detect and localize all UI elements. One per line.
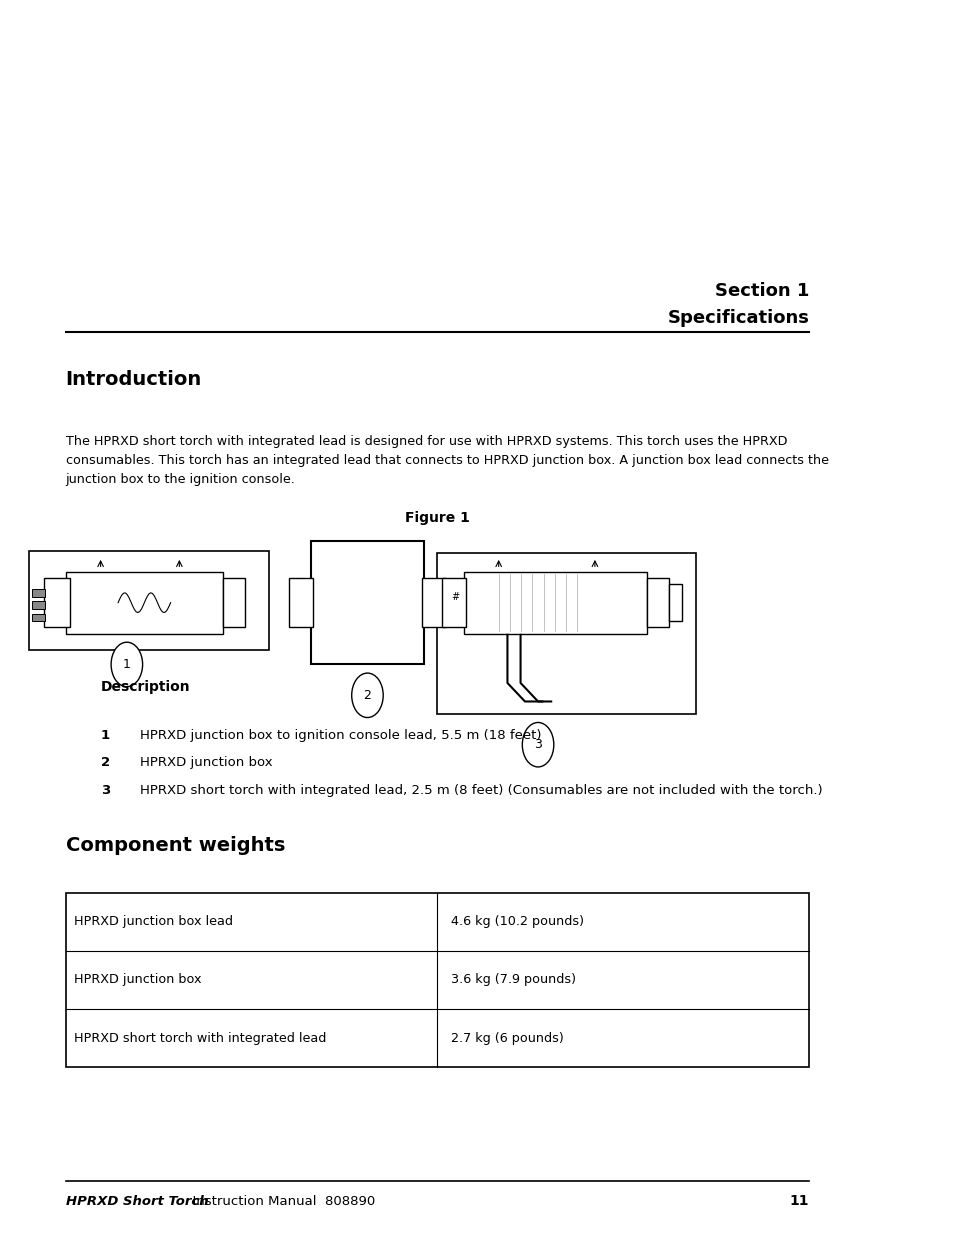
Text: Description: Description (100, 680, 190, 694)
Text: 2.7 kg (6 pounds): 2.7 kg (6 pounds) (450, 1031, 562, 1045)
Text: 1: 1 (123, 658, 131, 671)
Text: Instruction Manual  808890: Instruction Manual 808890 (184, 1194, 375, 1208)
Bar (32, 601, 46, 609)
Circle shape (352, 673, 383, 718)
Text: #: # (451, 592, 458, 601)
Text: Figure 1: Figure 1 (405, 511, 470, 525)
Text: 2: 2 (100, 756, 110, 769)
Bar (311, 541, 424, 664)
Bar (32, 589, 46, 597)
Bar (669, 584, 681, 621)
Bar (463, 572, 647, 634)
Text: HPRXD short torch with integrated lead: HPRXD short torch with integrated lead (74, 1031, 326, 1045)
Bar (441, 578, 466, 627)
Bar (223, 578, 245, 627)
Bar (32, 614, 46, 621)
Text: 2: 2 (363, 689, 371, 701)
Circle shape (111, 642, 142, 687)
Text: HPRXD junction box: HPRXD junction box (74, 973, 202, 987)
Bar (647, 578, 669, 627)
Text: 4.6 kg (10.2 pounds): 4.6 kg (10.2 pounds) (450, 915, 583, 929)
Text: 3.6 kg (7.9 pounds): 3.6 kg (7.9 pounds) (450, 973, 575, 987)
Text: 11: 11 (789, 1194, 808, 1208)
Bar (421, 578, 446, 627)
Text: Component weights: Component weights (66, 836, 285, 855)
Text: HPRXD junction box lead: HPRXD junction box lead (74, 915, 233, 929)
Text: HPRXD short torch with integrated lead, 2.5 m (8 feet) (Consumables are not incl: HPRXD short torch with integrated lead, … (140, 784, 821, 798)
Text: 1: 1 (100, 729, 110, 742)
Text: HPRXD junction box to ignition console lead, 5.5 m (18 feet): HPRXD junction box to ignition console l… (140, 729, 541, 742)
Bar (44, 578, 70, 627)
Text: HPRXD junction box: HPRXD junction box (140, 756, 273, 769)
Bar (29, 551, 269, 650)
Text: 3: 3 (100, 784, 110, 798)
Text: The HPRXD short torch with integrated lead is designed for use with HPRXD system: The HPRXD short torch with integrated le… (66, 435, 828, 485)
Text: Introduction: Introduction (66, 370, 202, 389)
Text: HPRXD Short Torch: HPRXD Short Torch (66, 1194, 208, 1208)
Text: Section 1: Section 1 (714, 282, 808, 300)
Bar (289, 578, 313, 627)
Text: Specifications: Specifications (667, 309, 808, 327)
Bar (66, 572, 223, 634)
Bar (437, 553, 695, 714)
Bar (66, 893, 808, 1067)
Circle shape (521, 722, 554, 767)
Text: 3: 3 (534, 739, 541, 751)
